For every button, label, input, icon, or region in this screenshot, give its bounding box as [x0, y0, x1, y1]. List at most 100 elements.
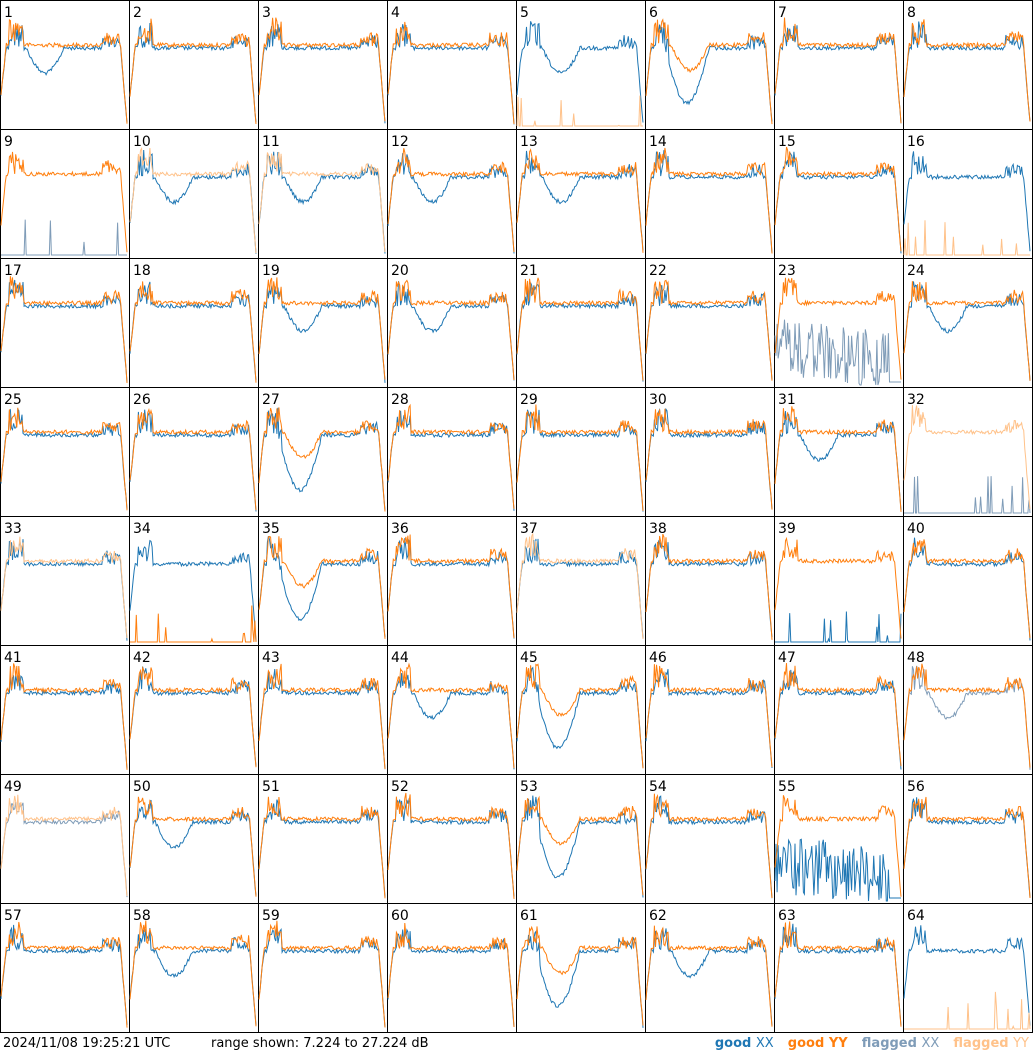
panel-35: 35	[258, 516, 388, 646]
series-yy-line	[387, 922, 515, 1028]
panel-25: 25	[0, 387, 130, 517]
legend-good-xx: good XX	[715, 1036, 774, 1051]
series-xx-line	[0, 802, 128, 898]
series-yy-line	[645, 925, 773, 1027]
panel-frame	[774, 645, 904, 775]
panel-60: 60	[387, 903, 517, 1033]
series-yy-line	[774, 277, 902, 380]
panel-label: 48	[907, 650, 925, 666]
panel-27: 27	[258, 387, 388, 517]
series-yy-line	[645, 793, 773, 899]
series-xx-line	[387, 538, 515, 639]
panel-label: 15	[778, 134, 796, 150]
series-yy-line	[387, 403, 515, 509]
panel-54: 54	[645, 774, 775, 904]
series-xx-line	[904, 476, 1031, 514]
panel-frame	[774, 129, 904, 259]
series-yy-line	[516, 277, 644, 381]
panel-label: 9	[4, 134, 13, 150]
panel-frame	[387, 516, 517, 646]
series-xx-line	[645, 669, 773, 769]
panel-48: 48	[903, 645, 1033, 775]
panel-label: 39	[778, 521, 796, 537]
series-yy-line	[0, 407, 128, 511]
panel-label: 37	[520, 521, 538, 537]
panel-label: 64	[907, 908, 925, 924]
legend-flagged-xx-tag: XX	[921, 1036, 940, 1051]
series-yy-line	[774, 146, 902, 252]
panel-18: 18	[129, 258, 259, 388]
series-yy-line	[129, 18, 257, 124]
series-xx-line	[387, 281, 515, 381]
panel-21: 21	[516, 258, 646, 388]
panel-frame	[0, 516, 130, 646]
series-yy-line	[904, 991, 1031, 1030]
series-yy-line	[129, 146, 257, 254]
series-xx-line	[258, 24, 386, 124]
legend-flagged-xx: flagged XX	[862, 1036, 940, 1051]
series-yy-line	[258, 407, 386, 512]
series-yy-line	[516, 148, 644, 253]
series-xx-line	[1, 219, 127, 256]
panel-42: 42	[129, 645, 259, 775]
panel-38: 38	[645, 516, 775, 646]
panel-label: 52	[391, 779, 409, 795]
panel-19: 19	[258, 258, 388, 388]
panel-frame	[129, 129, 259, 259]
series-yy-line	[387, 534, 515, 639]
series-xx-line	[775, 611, 902, 643]
panel-label: 61	[520, 908, 538, 924]
series-xx-line	[774, 923, 902, 1026]
panel-24: 24	[903, 258, 1033, 388]
panel-label: 33	[4, 521, 22, 537]
panel-43: 43	[258, 645, 388, 775]
panel-frame	[258, 129, 388, 259]
panel-label: 4	[391, 5, 400, 21]
panel-label: 62	[649, 908, 667, 924]
panel-label: 7	[778, 5, 787, 21]
panel-16: 16	[903, 129, 1033, 259]
panel-2: 2	[129, 0, 259, 130]
panel-frame	[516, 774, 646, 904]
series-yy-line	[0, 19, 128, 124]
legend-good-yy: good YY	[788, 1036, 848, 1051]
panel-frame	[903, 774, 1033, 904]
panel-label: 49	[4, 779, 22, 795]
series-yy-line	[258, 535, 386, 639]
panel-frame	[645, 0, 775, 130]
series-yy-line	[774, 921, 902, 1027]
series-yy-line	[258, 151, 386, 253]
panel-46: 46	[645, 645, 775, 775]
series-yy-line	[774, 795, 902, 897]
panel-label: 3	[262, 5, 271, 21]
panel-frame	[387, 645, 517, 775]
footer: 2024/11/08 19:25:21 UTC range shown: 7.2…	[0, 1033, 1033, 1053]
panel-20: 20	[387, 258, 517, 388]
panel-label: 23	[778, 263, 796, 279]
panel-30: 30	[645, 387, 775, 517]
panel-label: 12	[391, 134, 409, 150]
panel-52: 52	[387, 774, 517, 904]
panel-14: 14	[645, 129, 775, 259]
series-xx-line	[0, 924, 128, 1026]
series-yy-line	[387, 21, 515, 125]
panel-47: 47	[774, 645, 904, 775]
panel-label: 8	[907, 5, 916, 21]
panel-label: 40	[907, 521, 925, 537]
series-yy-line	[516, 533, 644, 639]
panel-label: 63	[778, 908, 796, 924]
panel-label: 55	[778, 779, 796, 795]
panel-33: 33	[0, 516, 130, 646]
series-yy-line	[645, 279, 773, 381]
panel-34: 34	[129, 516, 259, 646]
panel-44: 44	[387, 645, 517, 775]
panel-3: 3	[258, 0, 388, 130]
series-yy-line	[516, 95, 643, 127]
series-yy-line	[258, 920, 386, 1028]
series-xx-line	[258, 669, 386, 770]
panel-5: 5	[516, 0, 646, 130]
series-xx-line	[645, 540, 773, 638]
panel-64: 64	[903, 903, 1033, 1033]
series-yy-line	[129, 920, 257, 1027]
panel-frame	[387, 129, 517, 259]
